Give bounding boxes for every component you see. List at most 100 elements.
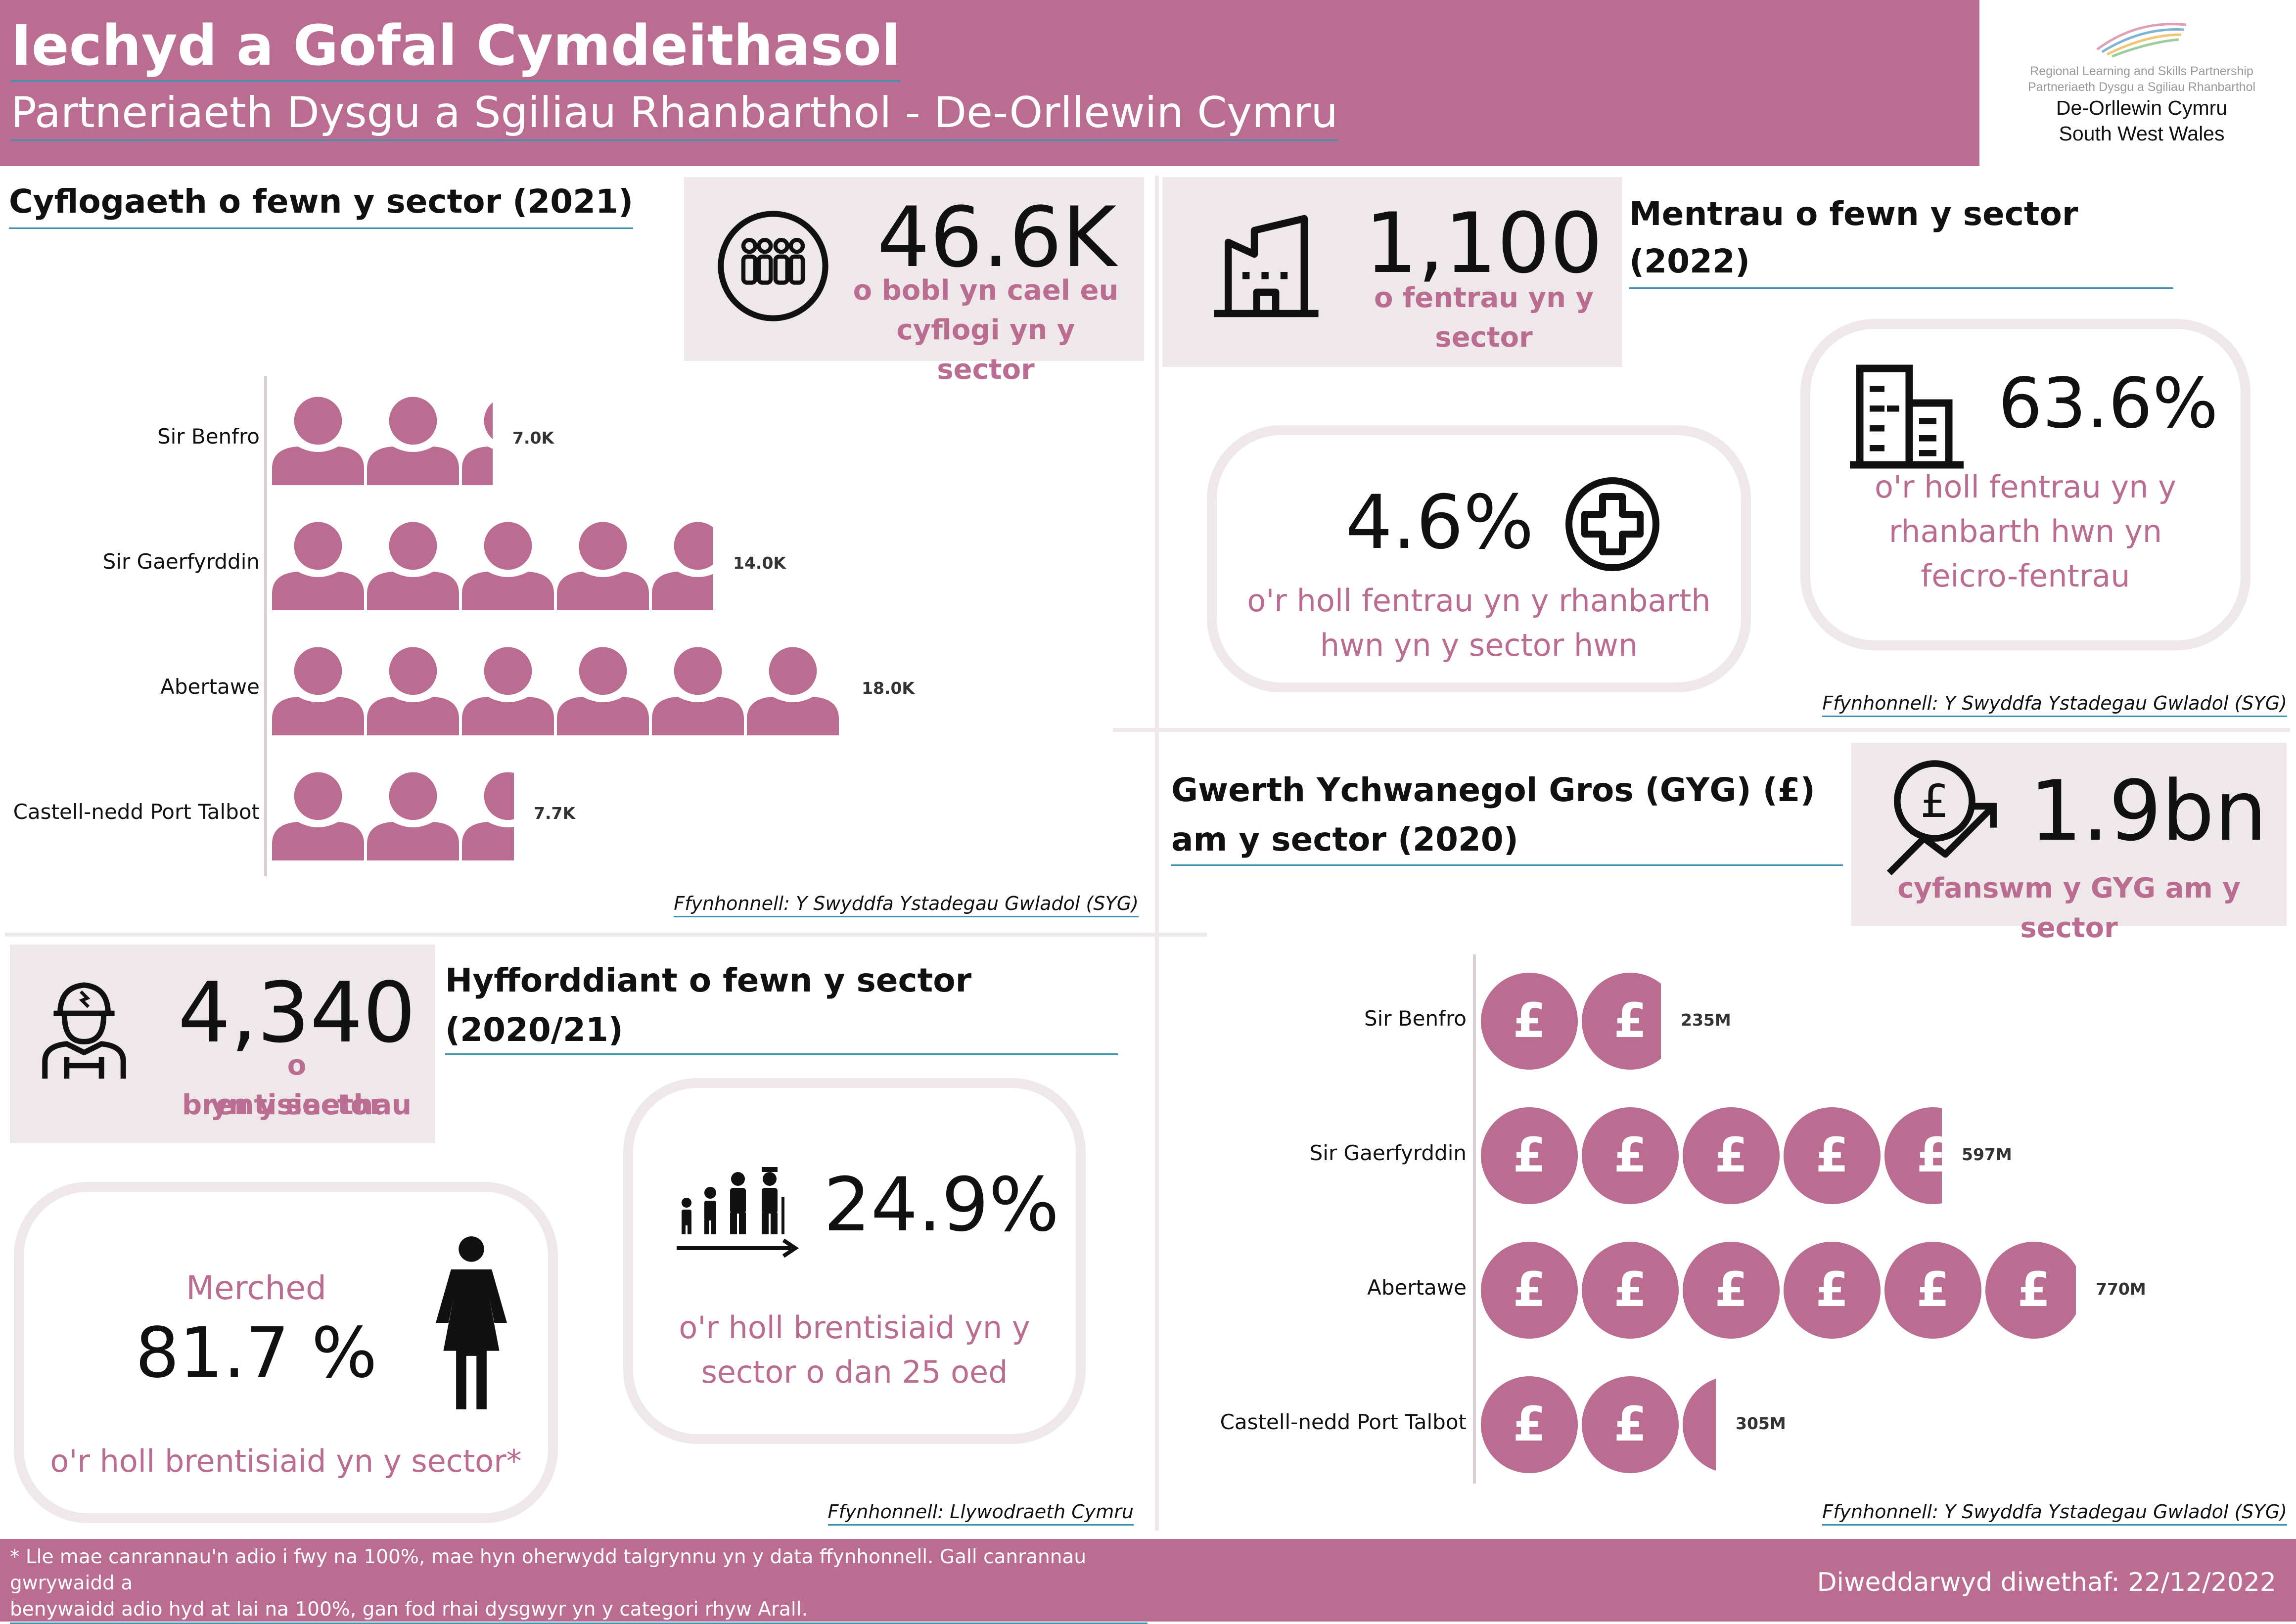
gva-pound-coin-icon: £ (1480, 1241, 1579, 1340)
apprenticeship-total-label-1: o brentisiaethau (182, 1049, 412, 1121)
employment-axis-line (264, 376, 267, 876)
employment-section-title: Cyflogaeth o fewn y sector (2021) (9, 178, 634, 229)
enterprise-total-value: 1,100 (1365, 195, 1603, 292)
micro-enterprise-label-3: feicro-fentrau (1921, 558, 2130, 594)
enterprise-total-label-2: sector (1435, 321, 1533, 354)
svg-text:£: £ (1513, 1397, 1546, 1452)
employment-row-label: Sir Gaerfyrddin (102, 549, 260, 574)
footnote-line-2: benywaidd adio hyd at lai na 100%, gan f… (10, 1598, 808, 1621)
apprenticeship-stat-box: 4,340 o brentisiaethau yn y sector (10, 945, 435, 1143)
employment-total-label-1: o bobl yn cael eu (853, 274, 1119, 307)
enterprise-share-value: 4.6% (1345, 480, 1534, 566)
logo-swoosh-icon (2096, 23, 2187, 58)
under-25-label-1: o'r holl brentisiaid yn y (679, 1309, 1030, 1346)
employment-row-label: Sir Benfro (157, 424, 260, 449)
employment-person-icon (652, 518, 713, 610)
gva-pound-coin-icon: £ (1480, 972, 1579, 1071)
svg-text:£: £ (1917, 1128, 1942, 1183)
employment-person-icon (272, 643, 364, 735)
svg-text:£: £ (1715, 1262, 1748, 1317)
gva-row-value: 235M (1681, 1010, 1731, 1030)
svg-text:£: £ (1614, 1262, 1647, 1317)
employment-row-label: Abertawe (160, 675, 260, 699)
gva-pound-coin-icon: £ (1581, 1375, 1680, 1474)
gva-pound-coin-icon: £ (1783, 1241, 1882, 1340)
logo-line-3: De-Orllewin Cymru (2056, 96, 2228, 119)
logo-line-4: South West Wales (2059, 122, 2225, 145)
gva-section-title-1: Gwerth Ychwanegol Gros (GYG) (£) (1171, 771, 1815, 809)
enterprise-total-label-1: o fentrau yn y (1374, 282, 1594, 314)
svg-text:£: £ (1614, 993, 1647, 1048)
training-title-underline (445, 1053, 1118, 1055)
gva-pound-coin-icon: £ (1682, 1106, 1781, 1205)
micro-enterprise-bubble: 63.6% o'r holl fentrau yn y rhanbarth hw… (1800, 319, 2250, 650)
employment-person-icon (462, 643, 554, 735)
gva-pound-coin-icon: £ (1984, 1241, 2076, 1340)
employment-row-value: 18.0K (862, 678, 915, 698)
female-value: 81.7 % (135, 1313, 377, 1394)
pound-growth-icon: £ (1886, 760, 1997, 876)
header-banner (0, 0, 1979, 166)
enterprise-section-title: Mentrau o fewn y sector (2022) (1629, 190, 2173, 289)
gva-row-label: Sir Benfro (1364, 1006, 1467, 1031)
svg-text:£: £ (1513, 1128, 1546, 1183)
gva-axis-line (1473, 954, 1476, 1484)
medical-cross-icon (1565, 477, 1659, 571)
horizontal-divider-right (1113, 728, 2290, 732)
employment-person-icon (272, 393, 364, 485)
micro-enterprise-value: 63.6% (1998, 363, 2218, 444)
employment-person-icon (462, 518, 554, 610)
gva-pound-coin-icon: £ (1682, 1375, 1716, 1474)
gva-section-title-2: am y sector (2020) (1171, 820, 1518, 858)
gva-source: Ffynhonnell: Y Swyddfa Ystadegau Gwladol… (1822, 1501, 2287, 1526)
employment-row-value: 7.0K (512, 428, 554, 448)
group-of-people-icon (718, 211, 828, 321)
gva-row-value: 770M (2096, 1279, 2146, 1299)
employment-person-icon (272, 518, 364, 610)
micro-enterprise-label-1: o'r holl fentrau yn y (1874, 469, 2176, 505)
gva-total-value: 1.9bn (2029, 763, 2267, 859)
apprenticeship-total-label-2: yn y sector (210, 1089, 383, 1121)
training-section-title-1: Hyfforddiant o fewn y sector (445, 961, 972, 999)
gva-pound-coin-icon: £ (1682, 1241, 1781, 1340)
enterprise-share-label-2: hwn yn y sector hwn (1320, 627, 1638, 663)
gva-stat-box: £ 1.9bn cyfanswm y GYG am y sector (1851, 743, 2287, 944)
employment-person-icon (272, 768, 364, 860)
gva-row-value: 305M (1736, 1414, 1786, 1433)
female-heading: Merched (186, 1269, 326, 1307)
horizontal-divider-left (5, 933, 1207, 937)
logo-line-2: Partneriaeth Dysgu a Sgiliau Rhanbarthol (2028, 80, 2255, 94)
gva-title-underline (1171, 864, 1843, 866)
employment-stat-box: 46.6K o bobl yn cael eu cyflogi yn y sec… (684, 177, 1144, 386)
employment-total-label-2: cyflogi yn y sector (896, 314, 1075, 386)
employment-row-value: 14.0K (733, 553, 786, 573)
gva-pound-coin-icon: £ (1783, 1106, 1882, 1205)
gva-row-label: Castell-nedd Port Talbot (1220, 1410, 1467, 1434)
employment-person-icon (557, 518, 649, 610)
svg-text:£: £ (1920, 775, 1949, 828)
micro-enterprise-label-2: rhanbarth hwn yn (1888, 513, 2162, 549)
employment-person-icon (462, 768, 514, 860)
gva-row-label: Abertawe (1367, 1275, 1467, 1300)
employment-person-icon (367, 768, 459, 860)
gva-pound-coin-icon: £ (1883, 1241, 1982, 1340)
worker-icon (42, 982, 126, 1079)
enterprise-share-bubble: 4.6% o'r holl fentrau yn y rhanbarth hwn… (1207, 425, 1751, 692)
employment-source: Ffynhonnell: Y Swyddfa Ystadegau Gwladol… (674, 893, 1139, 917)
gva-pound-coin-icon: £ (1581, 1106, 1680, 1205)
employment-total-value: 46.6K (877, 189, 1117, 286)
svg-text:£: £ (1816, 1128, 1849, 1183)
employment-person-icon (557, 643, 649, 735)
footer-banner (0, 1539, 2296, 1622)
enterprise-stat-box: 1,100 o fentrau yn y sector (1162, 177, 1622, 367)
employment-row-label: Castell-nedd Port Talbot (13, 800, 260, 824)
gva-pound-coin-icon: £ (1480, 1375, 1579, 1474)
under-25-bubble: 24.9% o'r holl brentisiaid yn y sector o… (623, 1078, 1086, 1444)
vertical-divider (1155, 176, 1159, 1531)
under-25-label-2: sector o dan 25 oed (701, 1354, 1008, 1390)
svg-text:£: £ (1614, 1397, 1647, 1452)
page-subtitle: Partneriaeth Dysgu a Sgiliau Rhanbarthol… (11, 88, 1338, 141)
enterprise-share-label-1: o'r holl fentrau yn y rhanbarth (1247, 583, 1711, 619)
gva-pound-coin-icon: £ (1581, 972, 1661, 1071)
enterprise-source: Ffynhonnell: Y Swyddfa Ystadegau Gwladol… (1822, 692, 2287, 717)
